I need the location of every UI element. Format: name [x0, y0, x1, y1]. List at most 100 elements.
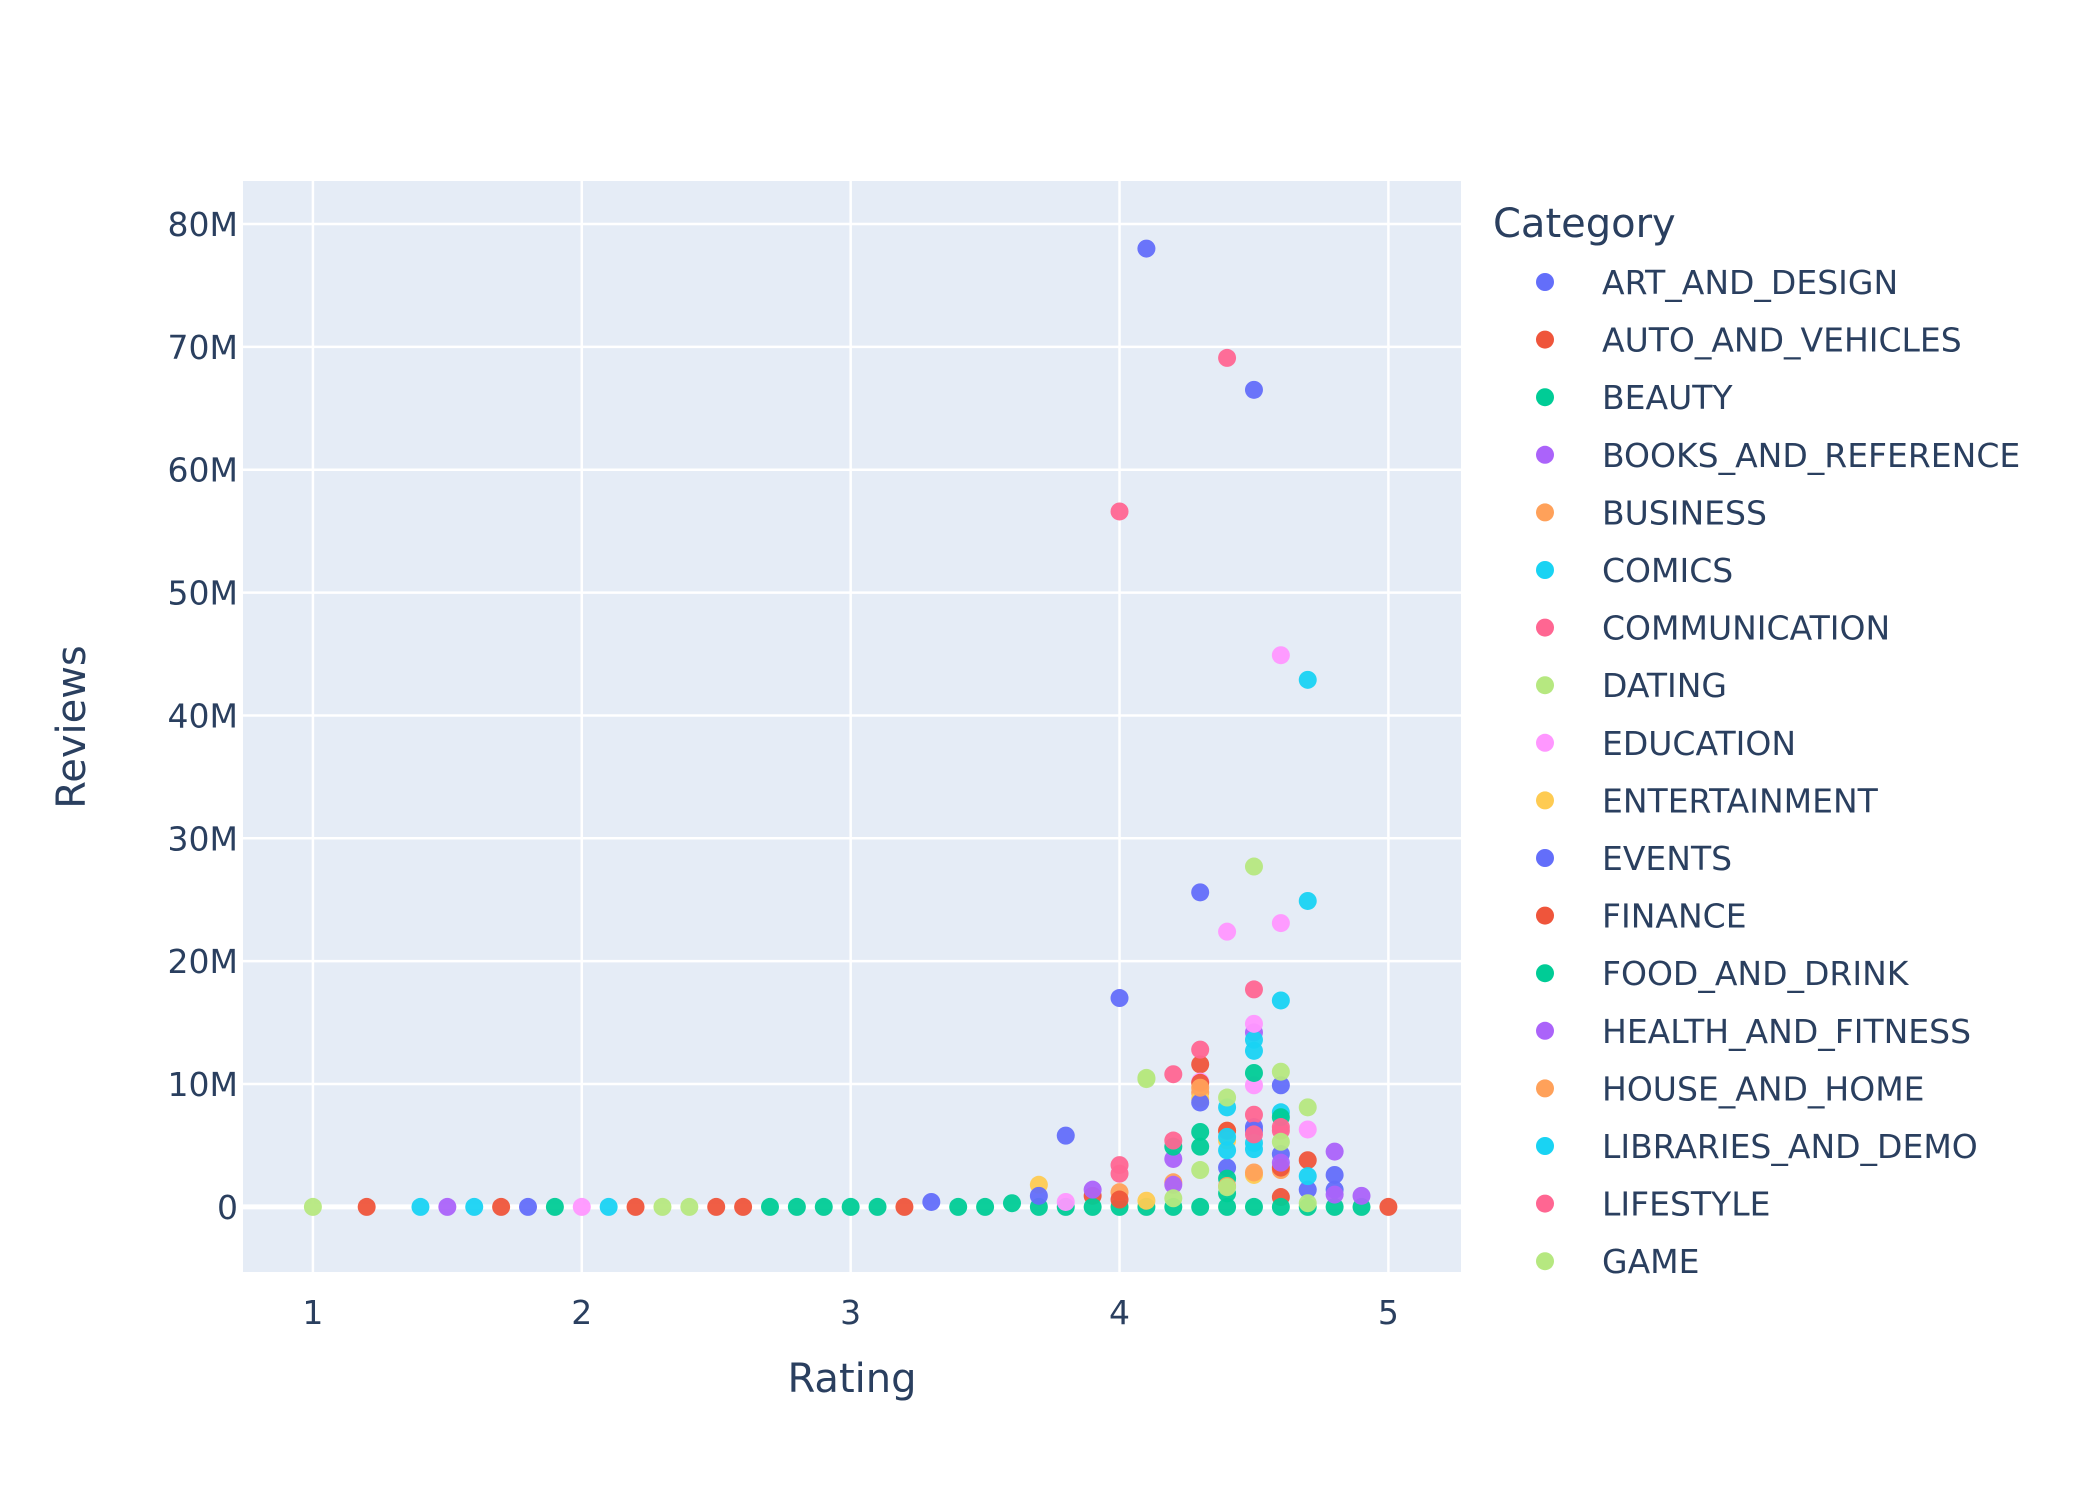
legend-marker: [1536, 1252, 1554, 1271]
series-group: [357, 1055, 1398, 1216]
legend-item-label: FINANCE: [1602, 897, 1747, 936]
data-point: [303, 1197, 322, 1216]
data-point: [1029, 1186, 1048, 1205]
x-tick-label: 5: [1378, 1293, 1399, 1332]
data-point: [1110, 502, 1129, 521]
y-tick-label: 80M: [168, 205, 238, 244]
data-point: [1244, 1041, 1263, 1060]
data-point: [1164, 1175, 1183, 1194]
data-point: [1137, 1070, 1156, 1089]
data-point: [1271, 914, 1290, 933]
data-point: [1298, 1180, 1317, 1199]
data-point: [465, 1197, 484, 1216]
data-point: [1244, 1125, 1263, 1144]
legend-title: Category: [1493, 201, 1676, 247]
data-point: [1191, 1137, 1210, 1156]
data-point: [519, 1197, 538, 1216]
data-point: [1271, 1153, 1290, 1172]
series-group: [519, 239, 1344, 1216]
data-point: [1218, 1141, 1237, 1160]
legend-marker: [1536, 561, 1554, 579]
legend-item-label: HOUSE_AND_HOME: [1602, 1069, 1925, 1108]
data-point: [1137, 1191, 1156, 1210]
data-point: [1244, 857, 1263, 876]
data-point: [1271, 1076, 1290, 1095]
legend-marker: [1536, 1021, 1554, 1040]
legend-item-label: ENTERTAINMENT: [1602, 781, 1879, 820]
data-point: [572, 1197, 591, 1216]
data-point: [1083, 1197, 1102, 1216]
y-tick-label: 60M: [168, 451, 238, 490]
y-tick-label: 30M: [168, 819, 238, 858]
data-point: [895, 1197, 914, 1216]
data-point: [1191, 1197, 1210, 1216]
data-point: [492, 1197, 511, 1216]
data-point: [787, 1197, 806, 1216]
data-point: [1244, 1163, 1263, 1182]
data-point: [680, 1197, 699, 1216]
data-point: [841, 1197, 860, 1216]
data-point: [357, 1197, 376, 1216]
data-point: [922, 1192, 941, 1211]
data-point: [1325, 1185, 1344, 1204]
data-point: [734, 1197, 753, 1216]
data-point: [1244, 1105, 1263, 1124]
data-points: [303, 239, 1398, 1216]
y-tick-label: 70M: [168, 328, 238, 367]
data-point: [814, 1197, 833, 1216]
legend-item-label: FOOD_AND_DRINK: [1602, 954, 1910, 993]
x-tick-label: 1: [302, 1293, 323, 1332]
y-tick-label: 40M: [168, 696, 238, 735]
data-point: [1298, 1120, 1317, 1139]
data-point: [545, 1197, 564, 1216]
data-point: [1191, 1055, 1210, 1074]
data-point: [1271, 991, 1290, 1010]
data-point: [1191, 1040, 1210, 1059]
data-point: [1056, 1126, 1075, 1145]
data-point: [1244, 1014, 1263, 1033]
legend-marker: [1536, 906, 1554, 925]
data-point: [760, 1197, 779, 1216]
data-point: [1056, 1192, 1075, 1211]
legend-item-label: BUSINESS: [1602, 493, 1767, 532]
legend-marker: [1536, 445, 1554, 464]
legend-item-label: AUTO_AND_VEHICLES: [1602, 321, 1962, 360]
data-point: [1083, 1180, 1102, 1199]
data-point: [411, 1197, 430, 1216]
data-point: [1110, 1164, 1129, 1183]
data-point: [1137, 239, 1156, 258]
data-point: [949, 1197, 968, 1216]
data-point: [1298, 1098, 1317, 1117]
legend-marker: [1536, 1079, 1554, 1098]
x-tick-label: 2: [571, 1293, 592, 1332]
y-tick-labels: 0 10M 20M 30M 40M 50M 60M 70M 80M: [168, 205, 238, 1227]
data-point: [1244, 380, 1263, 399]
data-point: [1218, 1127, 1237, 1146]
x-axis-title: Rating: [788, 1356, 917, 1402]
data-point: [868, 1197, 887, 1216]
data-point: [1110, 989, 1129, 1008]
data-point: [626, 1197, 645, 1216]
grid-lines: [243, 181, 1461, 1272]
legend-item-label: BEAUTY: [1602, 378, 1733, 417]
data-point: [1244, 1063, 1263, 1082]
data-point: [1164, 1189, 1183, 1208]
x-tick-labels: 1 2 3 4 5: [302, 1293, 1398, 1332]
data-point: [1298, 1167, 1317, 1186]
data-point: [1002, 1194, 1021, 1213]
series-group: [1164, 1153, 1344, 1204]
legend-marker: [1536, 733, 1554, 752]
legend-marker: [1536, 676, 1554, 695]
data-point: [1191, 1161, 1210, 1180]
series-group: [1137, 1070, 1317, 1213]
y-tick-label: 20M: [168, 942, 238, 981]
data-point: [976, 1197, 995, 1216]
legend-item-label: COMMUNICATION: [1602, 609, 1890, 648]
legend-item-label: ART_AND_DESIGN: [1602, 263, 1898, 302]
series-group: [1110, 348, 1290, 1175]
data-point: [1191, 1093, 1210, 1112]
legend-marker: [1536, 330, 1554, 349]
data-point: [1218, 922, 1237, 941]
data-point: [1218, 348, 1237, 367]
legend-item-label: GAME: [1602, 1242, 1699, 1281]
